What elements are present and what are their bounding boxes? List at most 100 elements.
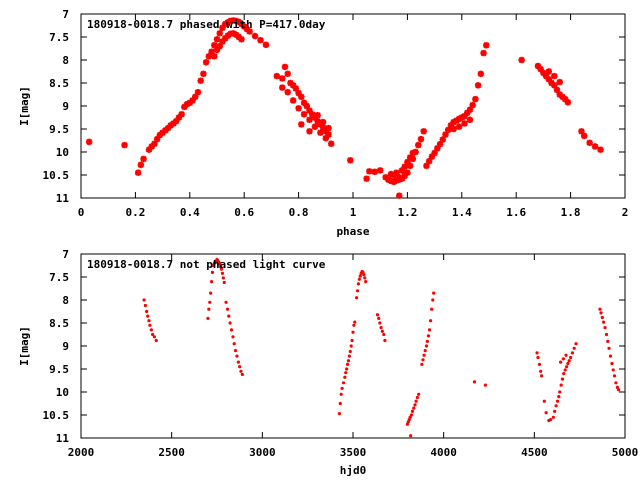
data-point <box>536 355 540 360</box>
data-point <box>208 300 212 304</box>
data-point <box>423 349 427 353</box>
data-point <box>154 338 158 343</box>
data-point <box>404 169 411 176</box>
data-point <box>238 20 245 28</box>
data-point <box>170 120 177 127</box>
data-point <box>425 339 429 343</box>
data-point <box>209 280 214 284</box>
data-point <box>306 116 313 123</box>
phased-plot-x-tick-label: 0.2 <box>125 206 145 219</box>
data-point <box>566 361 570 366</box>
data-point <box>262 41 270 49</box>
data-point <box>243 25 251 33</box>
data-point <box>611 368 615 372</box>
unphased-plot-y-tick-label: 11 <box>56 432 70 445</box>
data-point <box>162 127 169 134</box>
data-point <box>603 326 607 330</box>
data-point <box>366 168 373 175</box>
data-point <box>211 42 218 49</box>
data-point <box>148 323 152 327</box>
phased-plot-y-tick-label: 8 <box>62 54 69 67</box>
data-point <box>284 70 291 77</box>
data-point <box>406 154 414 161</box>
data-point <box>396 174 403 181</box>
data-point <box>140 155 147 163</box>
data-point <box>564 99 572 106</box>
data-point <box>149 328 153 332</box>
phased-plot-x-tick-label: 0.4 <box>180 206 200 219</box>
data-point <box>542 399 546 403</box>
data-point <box>192 93 199 100</box>
unphased-plot-xlabel: hjd0 <box>340 464 367 477</box>
data-point <box>213 46 221 54</box>
phased-plot-y-tick-label: 9 <box>62 100 69 113</box>
data-point <box>431 149 438 157</box>
data-point <box>413 403 417 407</box>
data-point <box>209 291 213 295</box>
data-point <box>353 320 357 324</box>
phased-plot-x-tick-label: 1.8 <box>561 206 581 219</box>
data-point <box>134 169 142 176</box>
data-point <box>398 167 406 174</box>
data-point <box>352 323 356 327</box>
data-point <box>228 321 232 325</box>
data-point <box>338 401 342 406</box>
data-point <box>295 89 302 97</box>
data-point <box>289 97 297 104</box>
data-point <box>213 36 221 43</box>
phased-plot-title: 180918-0018.7 phased with P=417.0day <box>87 18 326 31</box>
data-point <box>607 346 611 350</box>
data-point <box>378 321 382 325</box>
data-point <box>429 319 433 323</box>
unphased-plot-frame <box>80 253 626 439</box>
data-point <box>483 42 490 49</box>
data-point <box>231 335 235 339</box>
unphased-plot-y-tick-label: 9.5 <box>49 363 69 376</box>
data-point <box>556 78 563 86</box>
phased-plot-x-tick-label: 0.8 <box>289 206 309 219</box>
data-point <box>216 30 223 37</box>
unphased-plot-x-tick-label: 2500 <box>158 446 185 459</box>
data-point <box>610 361 614 366</box>
data-point <box>401 163 408 170</box>
data-point <box>578 128 585 135</box>
data-point <box>152 335 157 339</box>
data-point <box>422 353 426 357</box>
data-point <box>238 36 245 43</box>
data-point <box>239 369 243 373</box>
data-point <box>598 307 602 311</box>
data-point <box>142 298 146 302</box>
data-point <box>561 95 569 103</box>
data-point <box>558 390 562 394</box>
data-point <box>599 311 603 315</box>
data-point <box>350 338 354 343</box>
data-point <box>544 411 548 415</box>
data-point <box>447 122 455 129</box>
data-point <box>426 334 431 338</box>
data-point <box>319 118 327 126</box>
data-point <box>235 33 242 41</box>
data-point <box>240 372 244 377</box>
data-point <box>581 132 588 140</box>
unphased-plot-y-ticks: 7 7.5 8 8.5 9 9.5 10 10.5 11 <box>43 248 625 445</box>
data-point <box>279 84 286 91</box>
phased-plot: 0 0.2 0.4 0.6 0.8 1 1.2 1.4 1.6 1.8 2 7 7.5 8 8.5 9 9.5… <box>18 8 628 238</box>
data-point <box>197 77 204 84</box>
data-point <box>311 123 319 130</box>
data-point <box>208 48 215 55</box>
unphased-plot-title: 180918-0018.7 not phased light curve <box>87 258 326 271</box>
data-point <box>219 267 224 271</box>
data-point <box>146 314 150 318</box>
data-point <box>442 131 449 138</box>
data-point <box>518 56 525 64</box>
data-point <box>238 365 242 369</box>
data-point <box>175 114 183 121</box>
data-point <box>292 85 300 92</box>
data-point <box>379 326 383 330</box>
data-point <box>535 351 539 355</box>
data-point <box>317 121 324 128</box>
data-point <box>559 93 566 100</box>
data-point <box>314 117 321 125</box>
data-point <box>549 418 553 422</box>
